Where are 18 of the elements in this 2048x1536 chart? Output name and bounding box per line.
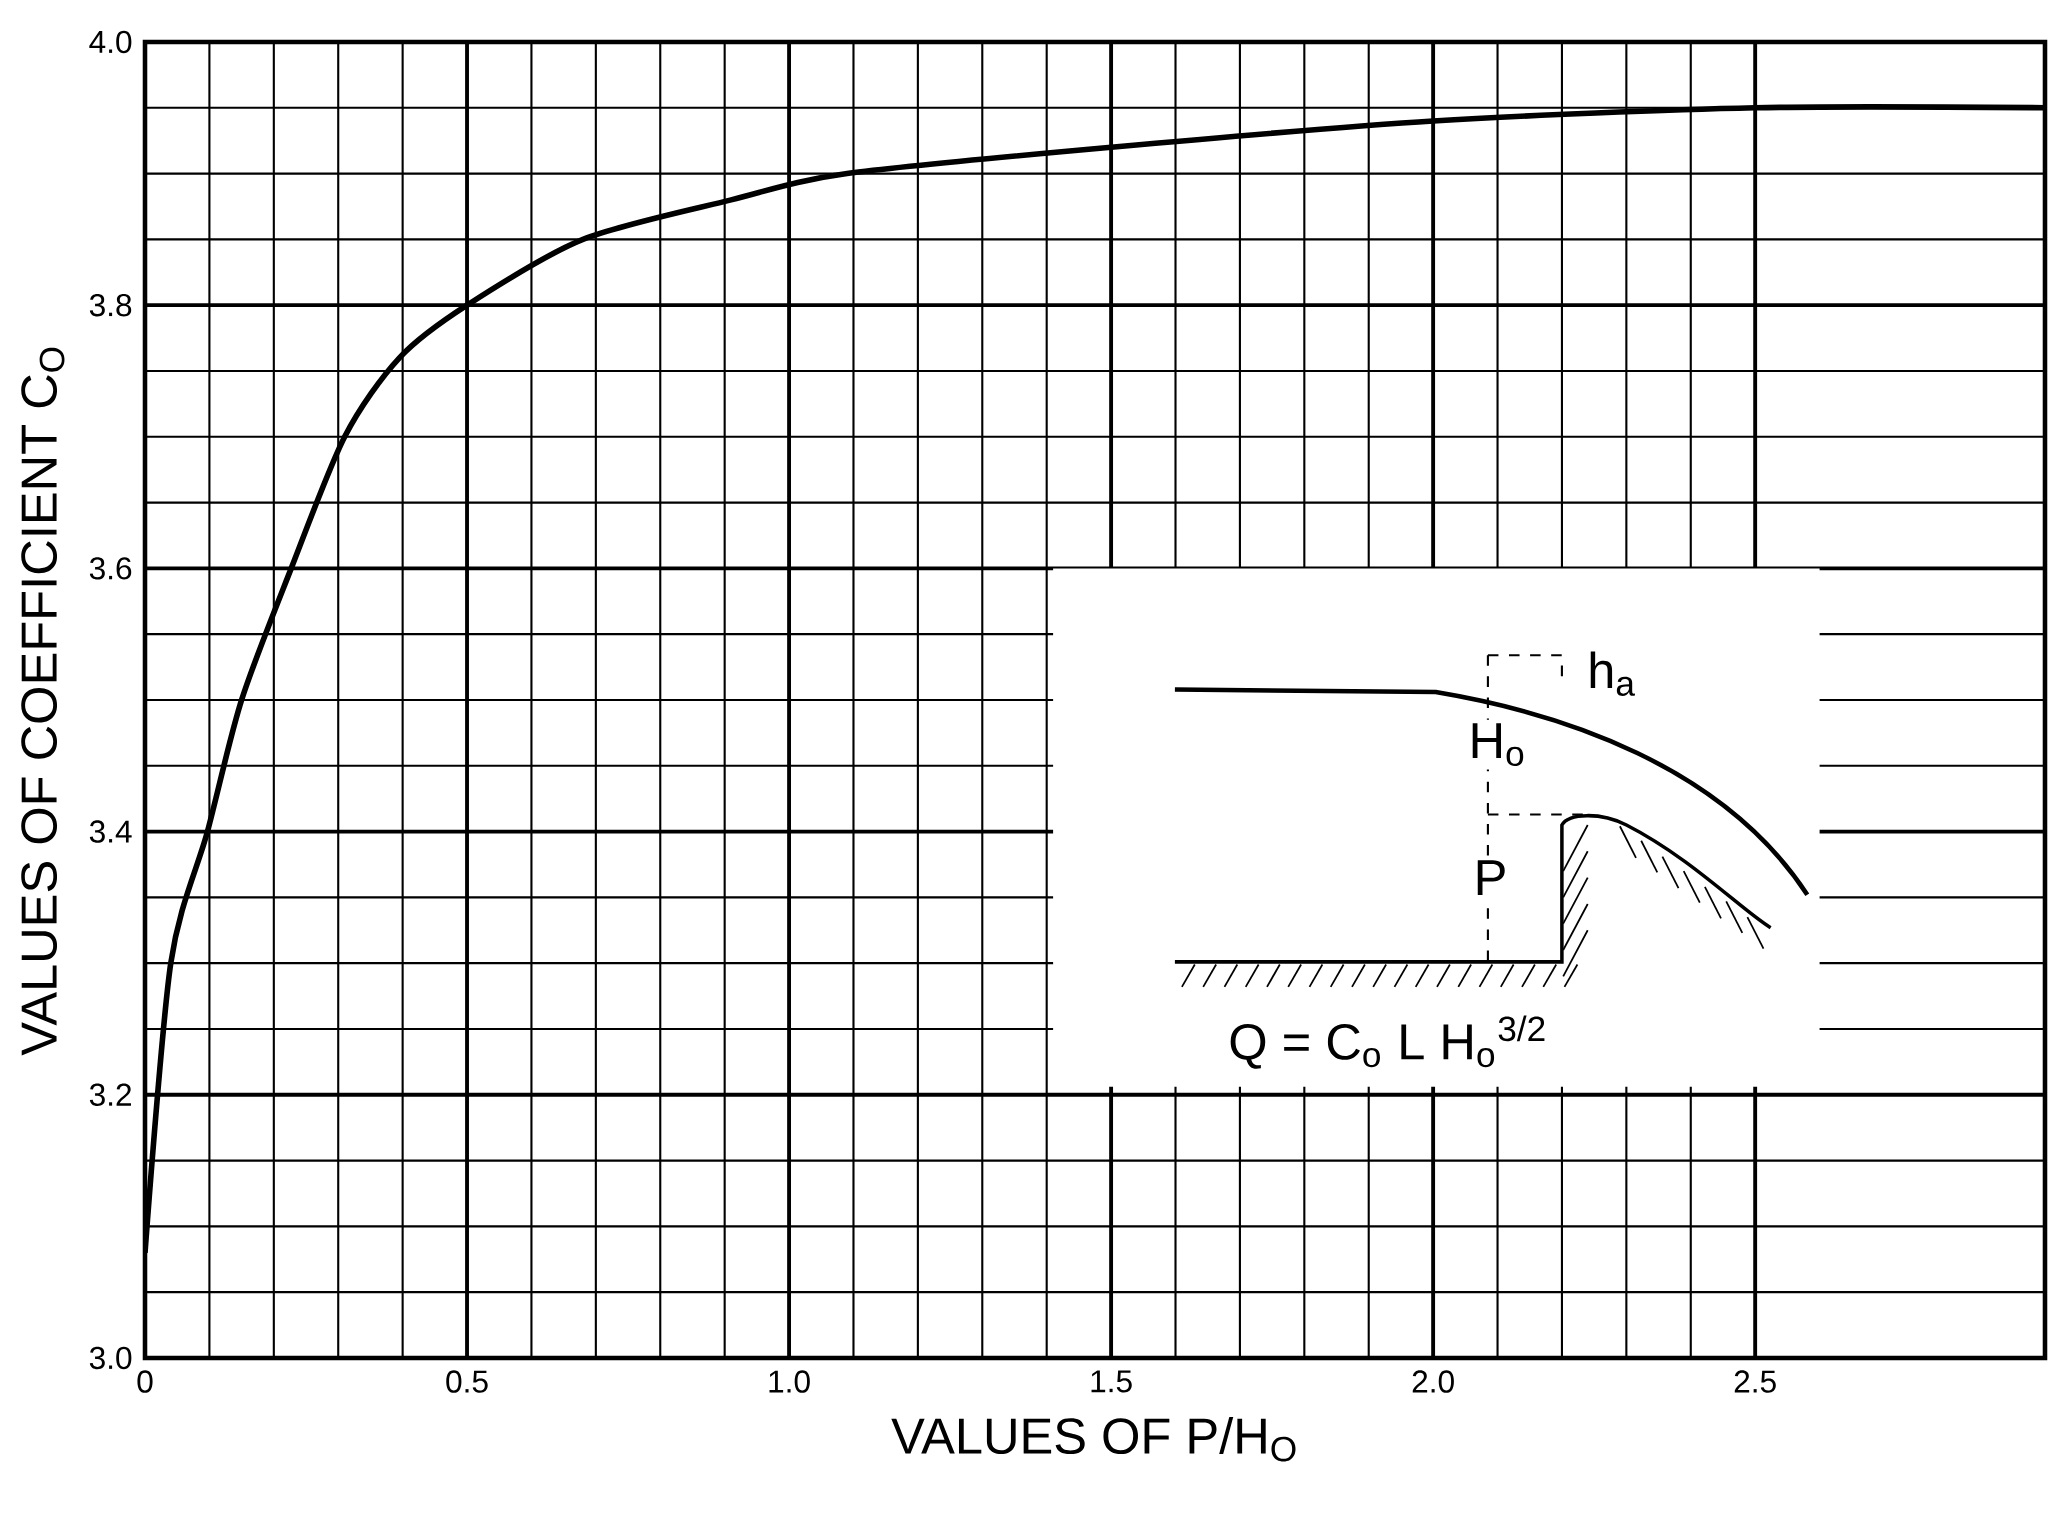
x-axis-title: VALUES OF P/H$_{O}$ [891,1416,1296,1462]
annotation: P [1477,860,1505,896]
x-tick-label: 0.5 [446,1370,488,1393]
x-tick-label: 2.5 [1734,1370,1776,1393]
y-tick-label: 3.0 [89,1346,132,1370]
y-axis-title: VALUES OF COEFFICIENT C$_{O}$ [21,347,65,1056]
y-tick-label: 3.4 [89,820,132,843]
x-tick-label: 0 [137,1370,153,1393]
y-tick-label: 3.8 [89,293,132,317]
y-tick-label: 3.2 [89,1083,131,1107]
x-tick-label: 2.0 [1412,1370,1454,1393]
x-tick-label: 1.5 [1091,1370,1132,1393]
annotation: h$_{a}$ [1590,651,1635,696]
y-tick-label: 3.6 [89,557,132,580]
y-tick-label: 4.0 [89,30,132,54]
annotation: Q = C$_{o}$ L H$_{o}$3/2 [1230,1015,1545,1069]
annotation: H$_{o}$ [1472,723,1524,767]
x-tick-label: 1.0 [769,1370,810,1393]
